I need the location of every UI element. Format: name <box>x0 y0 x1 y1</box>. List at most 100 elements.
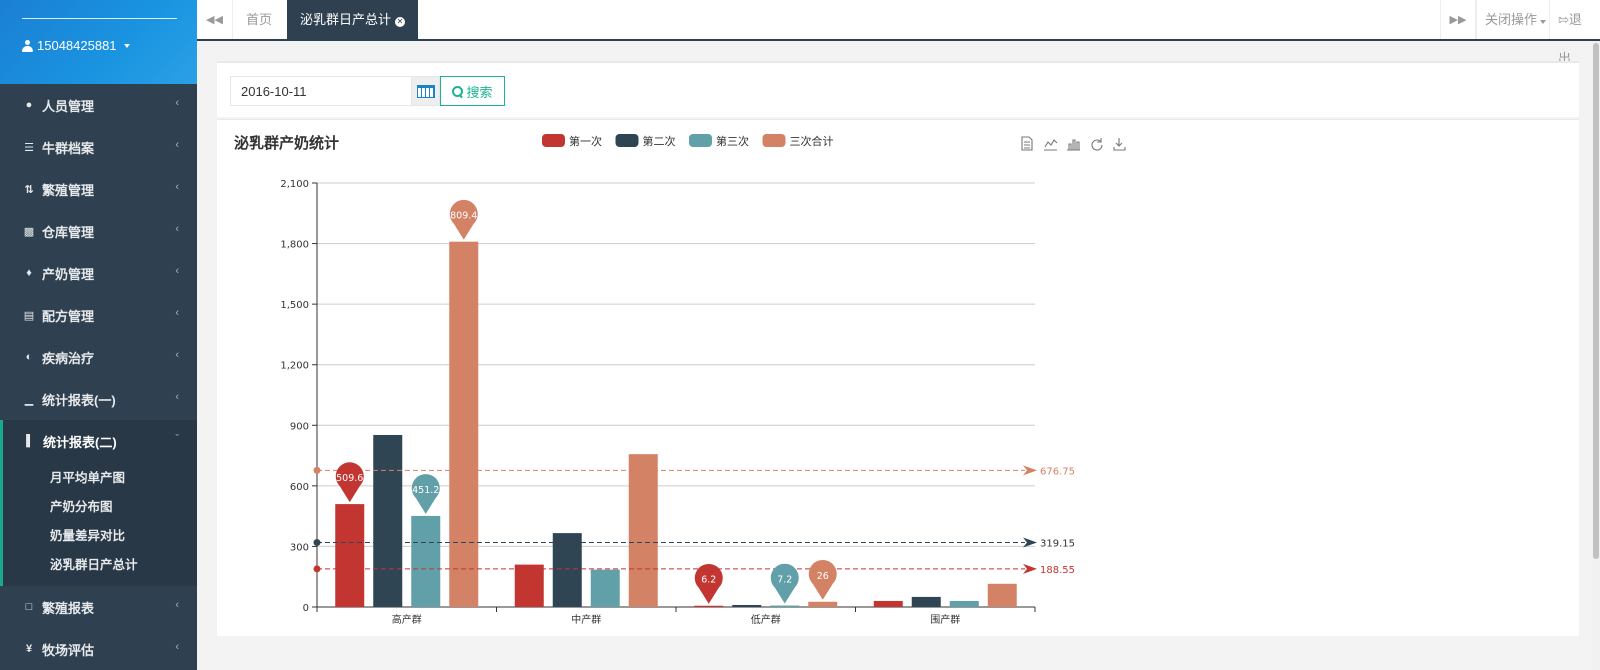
markpoint-pin[interactable] <box>770 563 799 604</box>
chevron-left-icon: ‹ <box>175 139 179 151</box>
save-image-icon[interactable] <box>1113 138 1126 151</box>
tab-scroll-left-button[interactable]: ◀◀ <box>197 0 233 39</box>
chart-panel: 泌乳群产奶统计 第一次 第二次 第三次 三次合计 0 300 600 900 1,200 1,500… <box>217 119 1579 636</box>
forward-icon: ▶▶ <box>1449 14 1467 26</box>
chart-title: 泌乳群产奶统计 <box>234 134 339 152</box>
bar[interactable] <box>987 583 1017 607</box>
pill-icon: ◐ <box>25 351 33 363</box>
bar[interactable] <box>411 515 441 607</box>
legend-swatch[interactable] <box>542 134 565 147</box>
logout-button[interactable]: ⇰退出 <box>1549 0 1600 66</box>
sidebar: 15048425881 ● 人员管理 ‹ ☰ 牛群档案 ‹ ⇅ 繁殖管理 ‹ ▩ 仓库管理 ‹ … <box>0 0 197 670</box>
bar[interactable] <box>873 600 903 607</box>
markpoint-pin[interactable] <box>411 474 440 514</box>
submenu-item-monthly-avg[interactable]: 月平均单产图 <box>50 471 126 485</box>
average-line-start <box>313 565 321 573</box>
sidebar-item-label: 产奶管理 <box>42 266 95 282</box>
bar[interactable] <box>628 454 658 607</box>
x-tick-label: 高产群 <box>392 613 422 626</box>
markpoint-label: 26 <box>817 571 829 582</box>
markpoint-pin[interactable] <box>808 559 837 600</box>
list-icon: ☰ <box>24 141 34 154</box>
sidebar-item-farm-eval[interactable]: ¥ 牧场评估 ‹ <box>0 628 197 670</box>
tab-daily-total[interactable]: 泌乳群日产总计 ✕ <box>287 0 419 39</box>
bar[interactable] <box>552 533 582 607</box>
page-scrollbar[interactable] <box>1592 41 1600 670</box>
bar[interactable] <box>911 596 941 607</box>
sidebar-item-herd[interactable]: ☰ 牛群档案 ‹ <box>0 126 197 168</box>
y-tick-label: 900 <box>290 421 309 432</box>
bar[interactable] <box>590 569 620 607</box>
bar[interactable] <box>949 600 979 607</box>
bar-chart-icon[interactable] <box>1067 139 1080 151</box>
average-line-label: 319.15 <box>1040 539 1075 550</box>
sidebar-item-label: 疾病治疗 <box>42 350 95 366</box>
markpoint-label: 6.2 <box>701 575 716 586</box>
y-tick-label: 2,100 <box>280 179 309 190</box>
sidebar-item-label: 统计报表(一) <box>42 392 116 408</box>
y-tick-label: 1,200 <box>280 361 309 372</box>
y-tick-label: 0 <box>303 603 309 614</box>
sidebar-item-milk[interactable]: ♦ 产奶管理 ‹ <box>0 252 197 294</box>
bar[interactable] <box>373 434 403 607</box>
legend-label: 三次合计 <box>790 134 834 148</box>
chevron-left-icon: ‹ <box>175 391 179 403</box>
file-icon: □ <box>25 601 33 613</box>
bar[interactable] <box>732 604 762 607</box>
line-chart-icon[interactable] <box>1044 139 1058 151</box>
close-ops-dropdown[interactable]: 关闭操作 <box>1476 0 1554 39</box>
bar[interactable] <box>770 605 800 607</box>
sidebar-item-personnel[interactable]: ● 人员管理 ‹ <box>0 84 197 126</box>
sidebar-item-label: 人员管理 <box>42 98 95 114</box>
markpoint-pin[interactable] <box>694 563 723 604</box>
submenu-item-volume-diff[interactable]: 奶量差异对比 <box>50 529 126 543</box>
sidebar-item-label: 繁殖管理 <box>42 182 95 198</box>
scrollbar-thumb[interactable] <box>1593 43 1599 559</box>
sidebar-item-formula[interactable]: ▤ 配方管理 ‹ <box>0 294 197 336</box>
bar[interactable] <box>335 504 365 607</box>
legend-swatch[interactable] <box>689 134 712 147</box>
bar[interactable] <box>808 601 838 607</box>
bar[interactable] <box>694 605 724 607</box>
close-icon[interactable]: ✕ <box>395 17 406 27</box>
x-tick-label: 围产群 <box>930 613 960 626</box>
calendar-button[interactable] <box>411 76 440 106</box>
data-view-icon[interactable] <box>1021 136 1033 151</box>
yen-icon: ¥ <box>25 643 33 655</box>
submenu-item-daily-total[interactable]: 泌乳群日产总计 <box>50 558 138 572</box>
submenu-item-milk-distribution[interactable]: 产奶分布图 <box>50 500 113 514</box>
sidebar-item-breeding[interactable]: ⇅ 繁殖管理 ‹ <box>0 168 197 210</box>
sidebar-item-label: 牛群档案 <box>42 140 95 156</box>
sidebar-item-stats-2[interactable]: ▌ 统计报表(二) ˇ <box>0 420 197 462</box>
tab-scroll-right-button[interactable]: ▶▶ <box>1440 0 1476 39</box>
search-button[interactable]: 搜索 <box>440 76 505 106</box>
date-input[interactable] <box>230 76 412 106</box>
bar[interactable] <box>449 241 479 607</box>
retweet-icon: ⇅ <box>24 183 34 196</box>
sidebar-item-breeding-report[interactable]: □ 繁殖报表 ‹ <box>0 586 197 628</box>
average-line-arrow <box>1023 537 1037 548</box>
markpoint-pin[interactable] <box>335 462 364 503</box>
sidebar-item-disease[interactable]: ◐ 疾病治疗 ‹ <box>0 336 197 378</box>
restore-icon[interactable] <box>1091 138 1103 151</box>
milk-bar-chart: 泌乳群产奶统计 第一次 第二次 第三次 三次合计 0 300 600 900 1,200 1,500… <box>234 134 1126 626</box>
sidebar-item-warehouse[interactable]: ▩ 仓库管理 ‹ <box>0 210 197 252</box>
bar[interactable] <box>514 564 544 607</box>
tab-label: 泌乳群日产总计 <box>300 12 392 27</box>
chevron-left-icon: ‹ <box>175 97 179 109</box>
sidebar-item-label: 配方管理 <box>42 308 95 324</box>
markpoint-label: 7.2 <box>777 575 792 586</box>
markpoint-pin[interactable] <box>449 199 478 240</box>
tab-home[interactable]: 首页 <box>246 12 273 27</box>
user-menu[interactable]: 15048425881 <box>22 38 130 53</box>
drop-icon: ♦ <box>26 267 32 279</box>
markpoint-label: 809.4 <box>450 211 477 222</box>
close-ops-label: 关闭操作 <box>1485 12 1538 27</box>
user-name: 15048425881 <box>37 38 117 53</box>
chevron-left-icon: ‹ <box>175 349 179 361</box>
submenu-stats-2: 月平均单产图 产奶分布图 奶量差异对比 泌乳群日产总计 <box>0 462 197 586</box>
sidebar-item-stats-1[interactable]: ▁ 统计报表(一) ‹ <box>0 378 197 420</box>
legend-swatch[interactable] <box>615 134 639 147</box>
calendar-icon <box>416 84 435 98</box>
legend-swatch[interactable] <box>762 134 786 147</box>
